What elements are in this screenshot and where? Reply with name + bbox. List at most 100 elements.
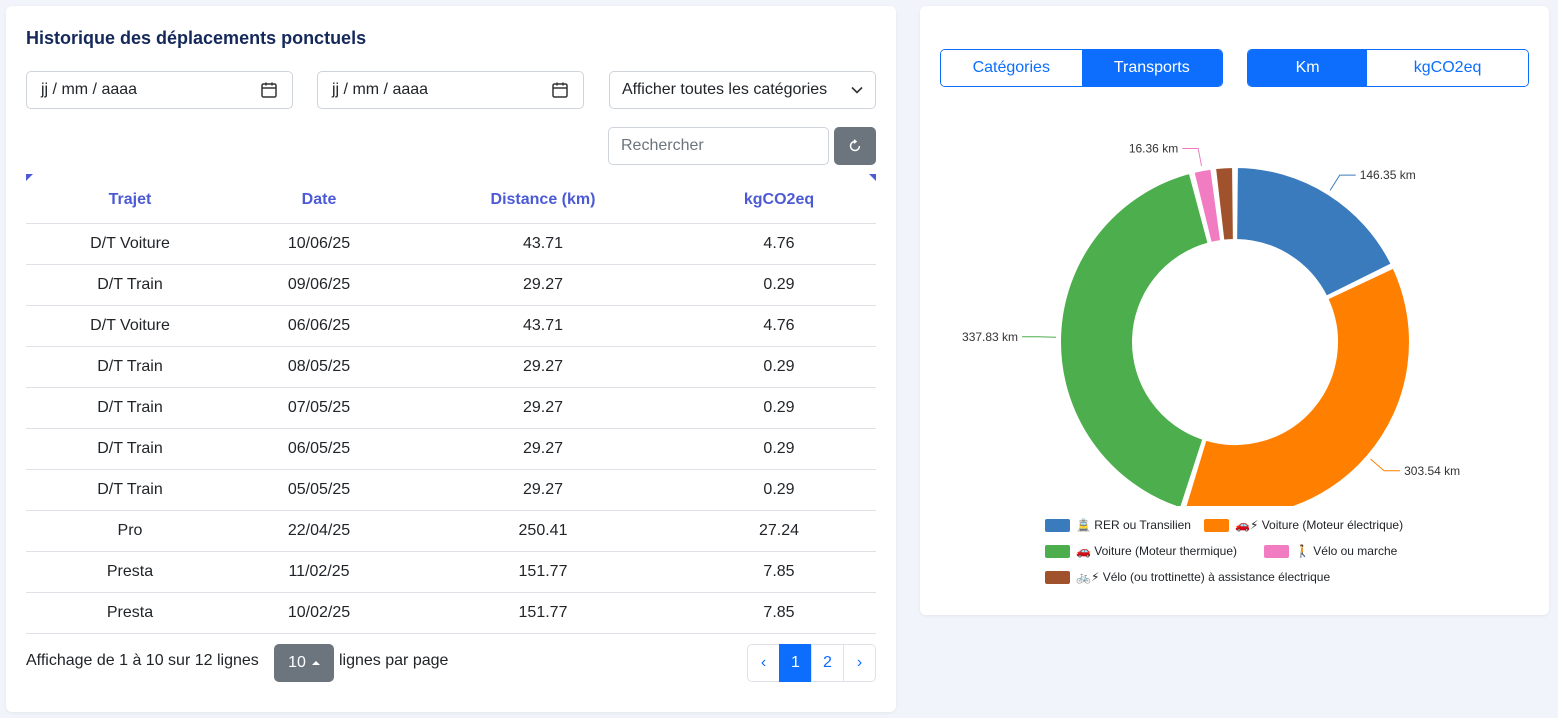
donut-slice[interactable]	[1059, 171, 1210, 506]
search-placeholder: Rechercher	[621, 137, 704, 154]
legend-swatch	[1045, 570, 1070, 584]
page-size-dropdown[interactable]: 10	[274, 644, 334, 682]
legend-item[interactable]: 🚗⚡ Voiture (Moteur électrique)	[1204, 518, 1403, 532]
donut-slice[interactable]	[1184, 266, 1411, 506]
page-size-value: 10	[288, 654, 306, 671]
cell-date: 08/05/25	[234, 346, 404, 388]
view-toggle-group: Catégories Transports	[940, 49, 1223, 87]
refresh-button[interactable]	[834, 127, 876, 165]
legend-label: 🚊 RER ou Transilien	[1076, 518, 1191, 532]
unit-toggle-group: Km kgCO2eq	[1247, 49, 1529, 87]
cell-co2: 4.76	[682, 305, 876, 347]
table-row: D/T Train 07/05/25 29.27 0.29	[26, 387, 876, 429]
table-corner-marker	[26, 174, 33, 181]
categories-toggle[interactable]: Catégories	[941, 50, 1082, 86]
data-label-leader-line	[1370, 458, 1401, 472]
cell-date: 05/05/25	[234, 469, 404, 511]
table-row: D/T Voiture 06/06/25 43.71 4.76	[26, 305, 876, 347]
refresh-icon	[849, 139, 861, 152]
cell-co2: 0.29	[682, 346, 876, 388]
category-select[interactable]: Afficher toutes les catégories	[609, 71, 876, 109]
table-row: Pro 22/04/25 250.41 27.24	[26, 510, 876, 552]
search-input[interactable]: Rechercher	[608, 127, 829, 165]
cell-date: 10/06/25	[234, 223, 404, 265]
cell-distance: 29.27	[404, 346, 682, 388]
table-row: D/T Train 06/05/25 29.27 0.29	[26, 428, 876, 470]
column-header-trajet[interactable]: Trajet	[26, 178, 234, 224]
cell-distance: 43.71	[404, 305, 682, 347]
start-date-placeholder: jj / mm / aaaa	[41, 81, 138, 98]
cell-distance: 151.77	[404, 592, 682, 634]
page-1-button[interactable]: 1	[779, 644, 812, 682]
table-row: D/T Train 05/05/25 29.27 0.29	[26, 469, 876, 511]
cell-distance: 250.41	[404, 510, 682, 552]
column-header-date[interactable]: Date	[234, 178, 404, 224]
cell-date: 06/05/25	[234, 428, 404, 470]
cell-trajet: D/T Train	[26, 346, 234, 388]
cell-co2: 4.76	[682, 223, 876, 265]
cell-co2: 7.85	[682, 592, 876, 634]
cell-distance: 29.27	[404, 469, 682, 511]
cell-trajet: D/T Train	[26, 264, 234, 306]
table-row: D/T Train 09/06/25 29.27 0.29	[26, 264, 876, 306]
next-page-button[interactable]: ›	[843, 644, 876, 682]
cell-distance: 29.27	[404, 264, 682, 306]
cell-trajet: Presta	[26, 551, 234, 593]
cell-trajet: D/T Train	[26, 387, 234, 429]
legend-label: 🚗⚡ Voiture (Moteur électrique)	[1235, 518, 1404, 532]
prev-page-button[interactable]: ‹	[747, 644, 780, 682]
legend-item[interactable]: 🚲⚡ Vélo (ou trottinette) à assistance él…	[1045, 570, 1330, 584]
cell-date: 22/04/25	[234, 510, 404, 552]
cell-co2: 0.29	[682, 387, 876, 429]
column-header-distance[interactable]: Distance (km)	[404, 178, 682, 224]
data-label: 337.83 km	[962, 330, 1018, 344]
cell-date: 10/02/25	[234, 592, 404, 634]
transports-toggle[interactable]: Transports	[1081, 50, 1222, 86]
trips-history-card: Historique des déplacements ponctuels jj…	[6, 6, 896, 712]
start-date-input[interactable]: jj / mm / aaaa	[26, 71, 293, 109]
donut-slice[interactable]	[1214, 166, 1235, 242]
cell-co2: 0.29	[682, 469, 876, 511]
data-label: 303.54 km	[1404, 464, 1460, 478]
cell-date: 11/02/25	[234, 551, 404, 593]
table-body: D/T Voiture 10/06/25 43.71 4.76 D/T Train 09/…	[26, 223, 876, 634]
cell-co2: 0.29	[682, 264, 876, 306]
table-row: D/T Voiture 10/06/25 43.71 4.76	[26, 223, 876, 265]
cell-date: 06/06/25	[234, 305, 404, 347]
cell-co2: 27.24	[682, 510, 876, 552]
table-header-row: Trajet Date Distance (km) kgCO2eq	[26, 178, 876, 224]
caret-up-icon	[311, 661, 320, 665]
cell-distance: 43.71	[404, 223, 682, 265]
data-label-leader-line	[1182, 147, 1203, 167]
data-label: 146.35 km	[1360, 168, 1416, 182]
pagination: ‹ 1 2 ›	[747, 644, 876, 682]
donut-slice[interactable]	[1235, 166, 1393, 298]
legend-label: 🚗 Voiture (Moteur thermique)	[1076, 544, 1238, 558]
cell-trajet: D/T Voiture	[26, 305, 234, 347]
donut-chart: 146.35 km 303.54 km 337.83 km 16.36 km	[962, 141, 1460, 506]
calendar-icon[interactable]	[260, 81, 278, 99]
cell-date: 09/06/25	[234, 264, 404, 306]
column-header-co2[interactable]: kgCO2eq	[682, 178, 876, 224]
end-date-placeholder: jj / mm / aaaa	[332, 81, 429, 98]
cell-co2: 7.85	[682, 551, 876, 593]
legend-item[interactable]: 🚗 Voiture (Moteur thermique)	[1045, 544, 1237, 558]
calendar-icon[interactable]	[551, 81, 569, 99]
kgco2eq-toggle[interactable]: kgCO2eq	[1367, 50, 1528, 86]
donut-slice[interactable]	[1192, 167, 1223, 244]
legend-item[interactable]: 🚶 Vélo ou marche	[1264, 544, 1397, 558]
chart-card: Catégories Transports Km kgCO2eq 146.35 …	[920, 6, 1549, 615]
km-toggle[interactable]: Km	[1248, 50, 1368, 86]
cell-trajet: D/T Voiture	[26, 223, 234, 265]
page-2-button[interactable]: 2	[811, 644, 844, 682]
table-row: D/T Train 08/05/25 29.27 0.29	[26, 346, 876, 388]
category-select-value: Afficher toutes les catégories	[622, 81, 828, 98]
legend-swatch	[1045, 518, 1070, 532]
cell-trajet: D/T Train	[26, 428, 234, 470]
legend-swatch	[1264, 544, 1289, 558]
table-corner-marker	[869, 174, 876, 181]
pagination-info: Affichage de 1 à 10 sur 12 lignes	[26, 652, 259, 669]
end-date-input[interactable]: jj / mm / aaaa	[317, 71, 584, 109]
page-size-suffix: lignes par page	[339, 652, 449, 669]
legend-item[interactable]: 🚊 RER ou Transilien	[1045, 518, 1191, 532]
